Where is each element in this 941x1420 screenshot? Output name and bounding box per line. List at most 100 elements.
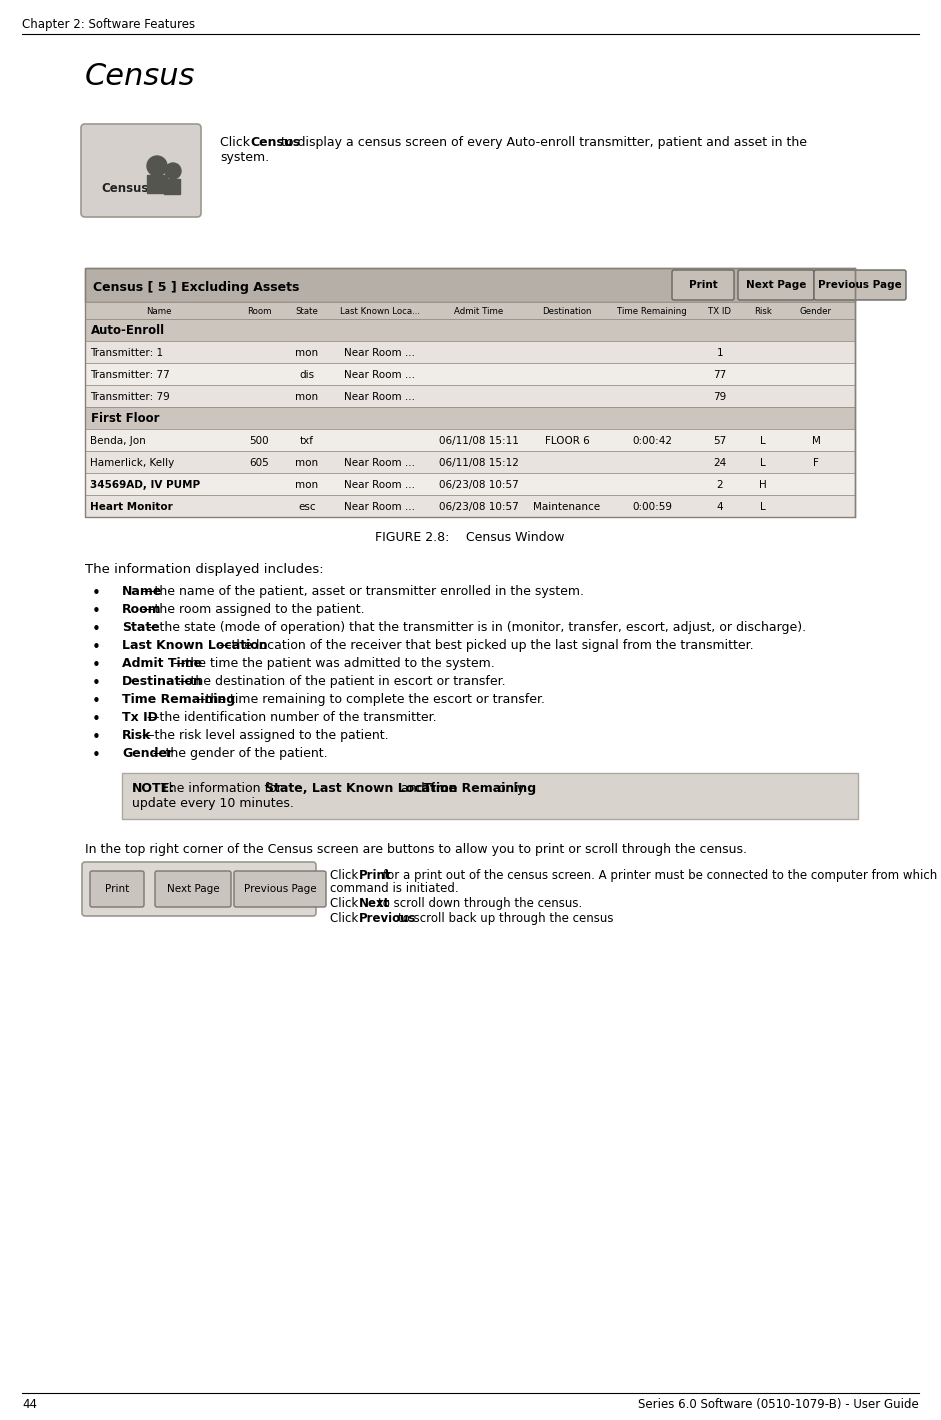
Text: In the top right corner of the Census screen are buttons to allow you to print o: In the top right corner of the Census sc… (85, 843, 747, 856)
Text: Previous Page: Previous Page (244, 885, 316, 895)
Text: Admit Time: Admit Time (454, 307, 503, 317)
Text: Heart Monitor: Heart Monitor (90, 503, 173, 513)
Text: Next Page: Next Page (746, 280, 806, 290)
Text: Near Room ...: Near Room ... (344, 459, 416, 469)
Bar (85, 385, 855, 408)
Text: •: • (92, 604, 101, 619)
Text: Click: Click (220, 136, 254, 149)
Text: txf: txf (300, 436, 314, 446)
Text: Admit Time: Admit Time (122, 657, 202, 670)
Text: —the name of the patient, asset or transmitter enrolled in the system.: —the name of the patient, asset or trans… (142, 585, 584, 598)
Text: Near Room ...: Near Room ... (344, 371, 416, 381)
Text: Time Remaining: Time Remaining (617, 307, 687, 317)
Text: update every 10 minutes.: update every 10 minutes. (132, 797, 294, 809)
Text: FLOOR 6: FLOOR 6 (545, 436, 589, 446)
Text: •: • (92, 676, 101, 692)
FancyBboxPatch shape (738, 270, 814, 300)
Text: •: • (92, 730, 101, 746)
FancyBboxPatch shape (90, 870, 144, 907)
Text: Destination: Destination (122, 674, 203, 689)
Text: Last Known Loca...: Last Known Loca... (340, 307, 420, 317)
Text: L: L (760, 459, 766, 469)
Text: 79: 79 (713, 392, 726, 402)
Bar (85, 408, 855, 429)
Text: Hamerlick, Kelly: Hamerlick, Kelly (90, 459, 174, 469)
Text: Name: Name (146, 307, 172, 317)
Text: mon: mon (295, 392, 319, 402)
FancyBboxPatch shape (81, 124, 201, 217)
FancyBboxPatch shape (82, 862, 316, 916)
Text: 57: 57 (713, 436, 726, 446)
Text: 2: 2 (717, 480, 724, 490)
Text: 77: 77 (713, 371, 726, 381)
FancyBboxPatch shape (155, 870, 231, 907)
Text: State: State (295, 307, 318, 317)
Text: The information displayed includes:: The information displayed includes: (85, 562, 324, 577)
Text: Census [ 5 ] Excluding Assets: Census [ 5 ] Excluding Assets (93, 281, 299, 294)
Text: Auto-Enroll: Auto-Enroll (91, 325, 165, 338)
Text: •: • (92, 694, 101, 709)
Text: mon: mon (295, 348, 319, 358)
Text: State: State (122, 621, 160, 633)
Text: Click: Click (330, 869, 362, 882)
Text: 06/11/08 15:11: 06/11/08 15:11 (439, 436, 518, 446)
Text: Click: Click (330, 912, 362, 924)
Text: •: • (92, 748, 101, 763)
Text: Chapter 2: Software Features: Chapter 2: Software Features (22, 18, 195, 31)
Bar (85, 473, 855, 496)
Text: Census: Census (85, 62, 196, 91)
Text: to display a census screen of every Auto-enroll transmitter, patient and asset i: to display a census screen of every Auto… (280, 136, 806, 149)
Text: Print: Print (359, 869, 391, 882)
Text: —the room assigned to the patient.: —the room assigned to the patient. (142, 604, 365, 616)
Bar (85, 452, 855, 473)
Text: Time Remaining: Time Remaining (122, 693, 235, 706)
Text: Near Room ...: Near Room ... (344, 392, 416, 402)
Text: —the destination of the patient in escort or transfer.: —the destination of the patient in escor… (178, 674, 505, 689)
FancyBboxPatch shape (672, 270, 734, 300)
Bar (147, 175, 167, 193)
Text: 0:00:42: 0:00:42 (632, 436, 672, 446)
Text: Series 6.0 Software (0510-1079-B) - User Guide: Series 6.0 Software (0510-1079-B) - User… (638, 1399, 919, 1411)
Circle shape (147, 156, 167, 176)
Text: Room: Room (122, 604, 162, 616)
Text: TX ID: TX ID (709, 307, 731, 317)
Text: First Floor: First Floor (91, 412, 160, 426)
Text: State, Last Known Location: State, Last Known Location (264, 782, 457, 795)
Bar (122, 772, 858, 819)
Bar (85, 364, 855, 385)
Text: Previous Page: Previous Page (818, 280, 901, 290)
Text: •: • (92, 586, 101, 601)
Text: mon: mon (295, 480, 319, 490)
Text: Previous: Previous (359, 912, 417, 924)
Text: Near Room ...: Near Room ... (344, 503, 416, 513)
Text: 44: 44 (22, 1399, 37, 1411)
Text: Maintenance: Maintenance (534, 503, 600, 513)
Text: Near Room ...: Near Room ... (344, 348, 416, 358)
Bar (85, 320, 855, 341)
Text: 605: 605 (249, 459, 269, 469)
Text: Room: Room (247, 307, 271, 317)
Text: 06/23/08 10:57: 06/23/08 10:57 (439, 480, 518, 490)
Text: command is initiated.: command is initiated. (330, 882, 458, 895)
Text: to scroll back up through the census: to scroll back up through the census (398, 912, 614, 924)
Text: 0:00:59: 0:00:59 (632, 503, 672, 513)
Text: 34569AD, IV PUMP: 34569AD, IV PUMP (90, 480, 200, 490)
Bar (85, 302, 855, 320)
Text: •: • (92, 640, 101, 655)
Bar (85, 496, 855, 517)
Text: —the time the patient was admitted to the system.: —the time the patient was admitted to th… (173, 657, 495, 670)
Text: Next Page: Next Page (167, 885, 219, 895)
Text: Click: Click (330, 897, 362, 910)
Circle shape (165, 163, 181, 179)
Text: Risk: Risk (122, 728, 152, 743)
Text: Name: Name (122, 585, 163, 598)
Text: Print: Print (689, 280, 717, 290)
Bar (85, 429, 855, 452)
Text: 24: 24 (713, 459, 726, 469)
Text: —the location of the receiver that best picked up the last signal from the trans: —the location of the receiver that best … (219, 639, 754, 652)
Bar (85, 268, 855, 517)
Text: Last Known Location: Last Known Location (122, 639, 267, 652)
Text: only: only (494, 782, 524, 795)
Text: M: M (811, 436, 821, 446)
Bar (85, 341, 855, 364)
